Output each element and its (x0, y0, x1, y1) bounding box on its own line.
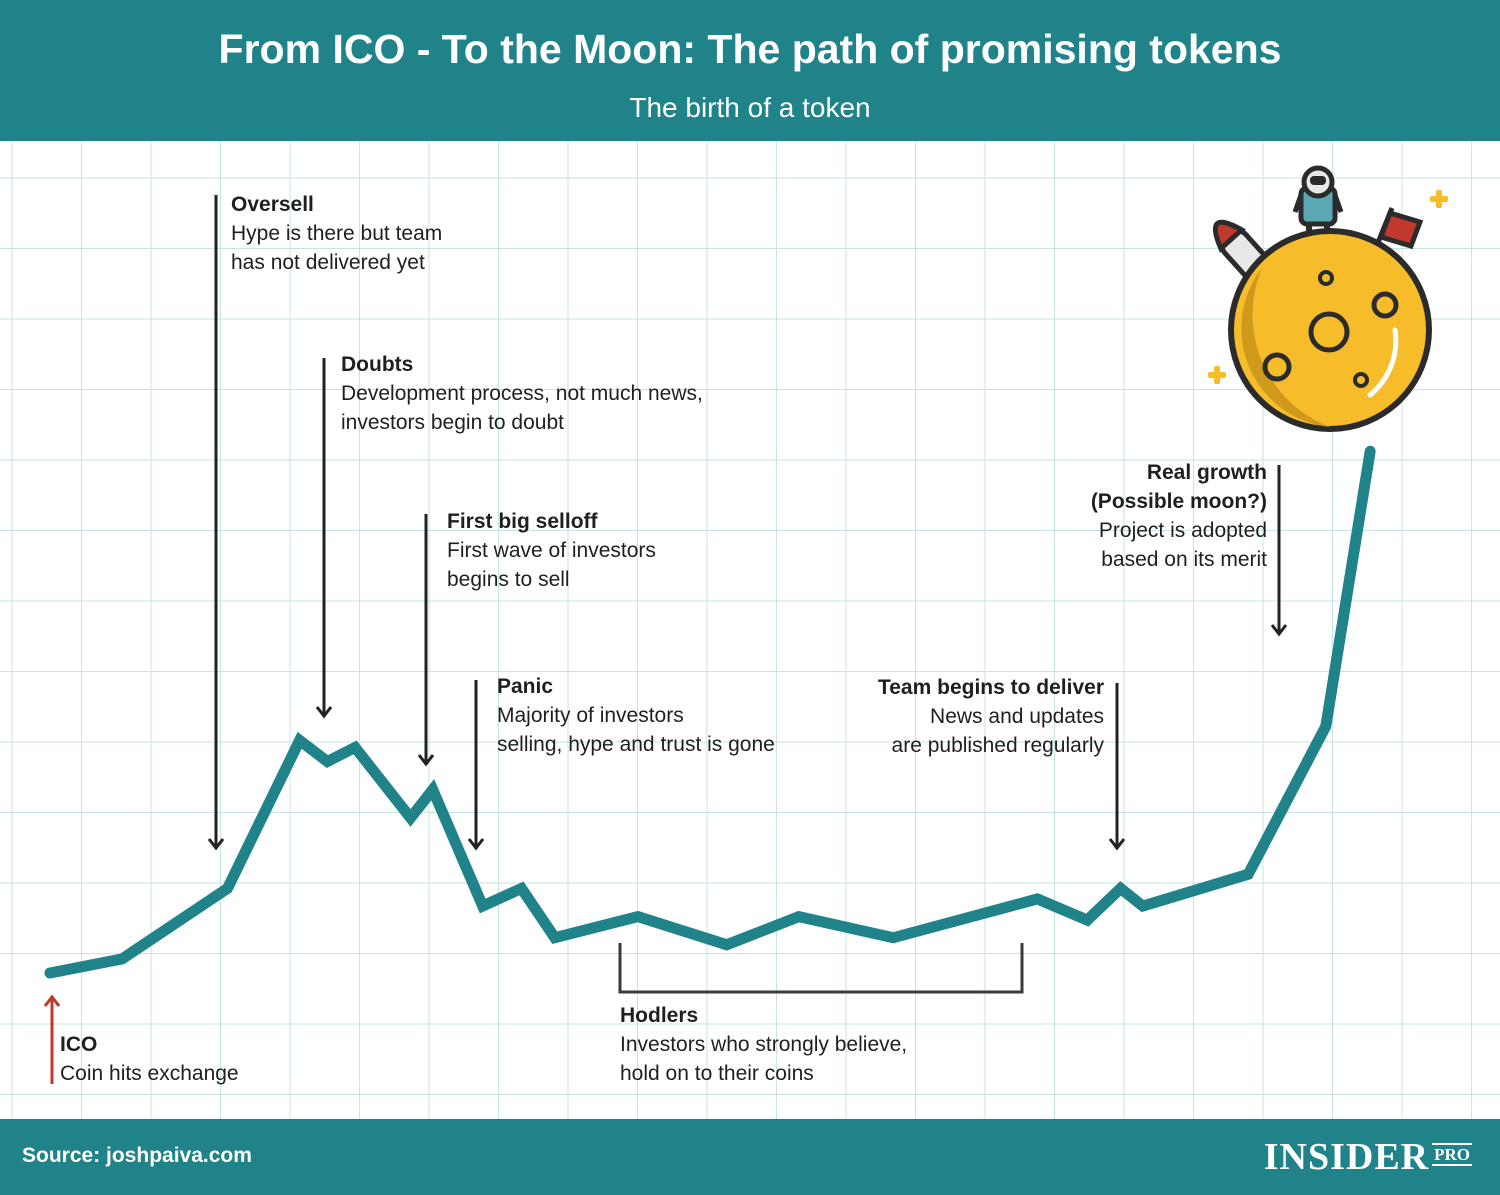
annotation-panic: Panic Majority of investors selling, hyp… (497, 672, 775, 759)
annotation-heading: Oversell (231, 193, 314, 216)
annotation-text: selling, hype and trust is gone (497, 733, 775, 756)
annotation-text: First wave of investors (447, 539, 656, 562)
annotation-heading: First big selloff (447, 510, 598, 533)
arrow-doubts (315, 358, 333, 719)
footer: Source: joshpaiva.com INSIDER PRO (0, 1119, 1500, 1195)
page-subtitle: The birth of a token (629, 92, 871, 123)
moon-illustration (1208, 165, 1448, 432)
arrow-oversell (207, 195, 225, 851)
annotation-heading: Team begins to deliver (877, 676, 1104, 699)
arrow-panic (467, 680, 485, 851)
arrow-selloff (417, 514, 435, 767)
annotation-text: Project is adopted (1098, 519, 1267, 542)
annotation-text: based on its merit (1101, 548, 1267, 571)
annotation-text: Majority of investors (497, 704, 684, 727)
annotation-text: News and updates (930, 705, 1104, 728)
annotation-heading: ICO (60, 1033, 98, 1056)
brand-logo: INSIDER PRO (1264, 1137, 1472, 1177)
brand-suffix: PRO (1432, 1143, 1472, 1166)
annotation-text: hold on to their coins (620, 1062, 814, 1085)
annotation-hodlers: Hodlers Investors who strongly believe, … (620, 1001, 907, 1088)
arrow-ico (43, 994, 61, 1084)
grid-lines (0, 141, 1500, 1119)
annotation-heading: Real growth (1146, 461, 1267, 484)
annotation-oversell: Oversell Hype is there but team has not … (231, 190, 442, 277)
flag-icon (1372, 207, 1424, 251)
hodlers-bracket (618, 943, 1024, 994)
annotation-text: begins to sell (447, 568, 570, 591)
annotation-selloff: First big selloff First wave of investor… (447, 507, 656, 594)
arrow-deliver (1108, 683, 1126, 851)
page-title: From ICO - To the Moon: The path of prom… (218, 26, 1282, 72)
price-line (44, 445, 1376, 979)
astronaut-icon (1292, 165, 1344, 240)
annotation-text: Hype is there but team (231, 222, 443, 245)
moon-body (1228, 228, 1432, 432)
price-line-layer (44, 445, 1376, 979)
annotation-text: Investors who strongly believe, (620, 1033, 908, 1056)
annotation-text: investors begin to doubt (341, 411, 564, 434)
annotation-arrows (43, 195, 1288, 1084)
arrow-growth (1270, 465, 1288, 637)
annotation-heading: Panic (497, 675, 554, 698)
annotation-text: Coin hits exchange (60, 1062, 239, 1085)
annotation-deliver: Team begins to deliver News and updates … (878, 673, 1104, 760)
brand-name: INSIDER (1263, 1136, 1430, 1178)
annotation-text: Development process, not much news, (341, 382, 703, 405)
annotation-text: are published regularly (891, 734, 1104, 757)
annotation-text: has not delivered yet (231, 251, 425, 274)
header: From ICO - To the Moon: The path of prom… (0, 0, 1500, 141)
annotation-heading: (Possible moon?) (1090, 490, 1267, 513)
annotation-ico: ICO Coin hits exchange (60, 1030, 239, 1088)
annotation-heading: Doubts (341, 353, 414, 376)
sparkle-icon (1208, 190, 1448, 384)
source-text: Source: joshpaiva.com (22, 1144, 252, 1167)
annotation-growth: Real growth (Possible moon?) Project is … (1091, 458, 1267, 574)
annotation-doubts: Doubts Development process, not much new… (341, 350, 703, 437)
chart-area (0, 141, 1500, 1119)
annotation-heading: Hodlers (620, 1004, 699, 1027)
